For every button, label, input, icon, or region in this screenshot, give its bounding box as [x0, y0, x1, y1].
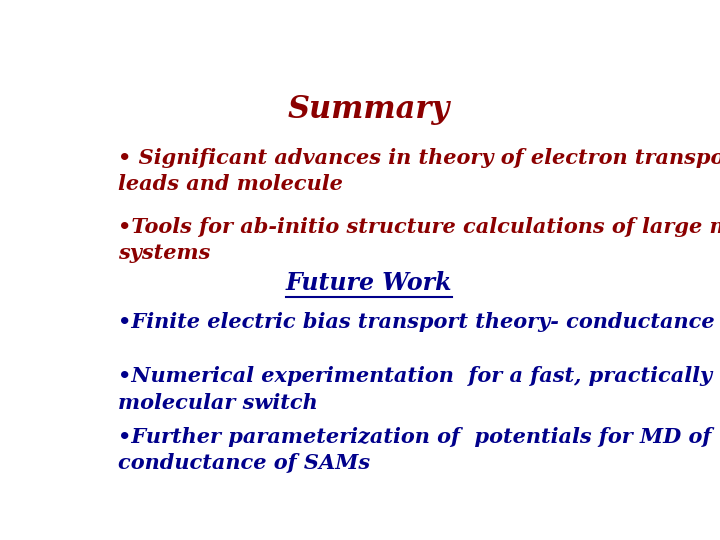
- Text: •Further parameterization of  potentials for MD of  SAMs,
conductance of SAMs: •Further parameterization of potentials …: [118, 427, 720, 473]
- Text: •Tools for ab-initio structure calculations of large metal-organic
systems: •Tools for ab-initio structure calculati…: [118, 217, 720, 263]
- Text: Summary: Summary: [288, 94, 450, 125]
- Text: Future Work: Future Work: [286, 271, 452, 295]
- Text: • Significant advances in theory of electron transport through
leads and molecul: • Significant advances in theory of elec…: [118, 148, 720, 194]
- Text: •Finite electric bias transport theory- conductance: •Finite electric bias transport theory- …: [118, 312, 714, 332]
- Text: •Numerical experimentation  for a fast, practically realizable
molecular switch: •Numerical experimentation for a fast, p…: [118, 366, 720, 413]
